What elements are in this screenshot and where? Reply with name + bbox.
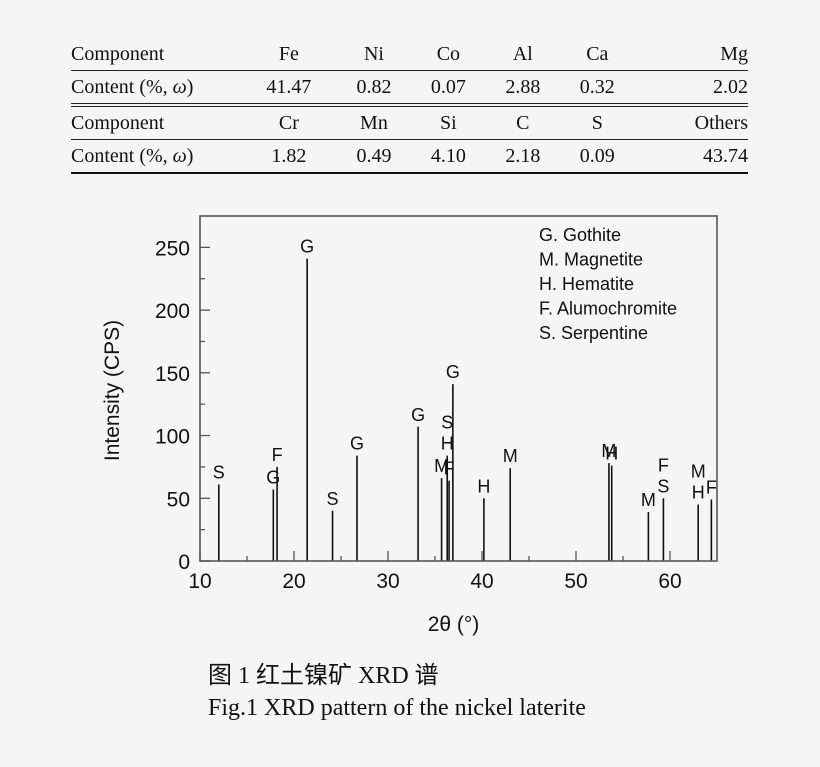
caption-en: Fig.1 XRD pattern of the nickel laterite	[208, 695, 586, 721]
y-tick-label: 0	[178, 551, 190, 574]
table-cell: 2.88	[485, 70, 561, 107]
table-cell: 4.10	[411, 139, 486, 174]
table-cell: Mg	[634, 38, 748, 71]
x-tick-label: 60	[658, 570, 681, 593]
peak-label: M	[434, 456, 449, 476]
peak-label: H	[605, 444, 618, 464]
y-tick-label: 200	[155, 300, 190, 323]
table-cell: 0.09	[560, 139, 635, 174]
peak-label: F	[658, 455, 669, 475]
table-cell: Ni	[336, 38, 412, 71]
x-tick-label: 20	[282, 570, 305, 593]
table-row: Component Fe Ni Co Al Ca Mg	[71, 38, 748, 71]
table-cell: Mn	[336, 105, 412, 140]
peak-label: S	[657, 476, 669, 496]
table-cell: Others	[634, 105, 748, 140]
figure-caption: 图 1 红土镍矿 XRD 谱 Fig.1 XRD pattern of the …	[208, 660, 586, 724]
y-tick-label: 50	[167, 488, 190, 511]
row-label: Component	[71, 38, 241, 71]
table-cell: C	[485, 105, 561, 140]
peak-label: G	[266, 467, 280, 487]
table-row: Component Cr Mn Si C S Others	[71, 105, 748, 140]
peak-label: M	[601, 441, 616, 461]
plot-frame	[199, 215, 718, 562]
table-cell: S	[560, 105, 635, 140]
peak-label: F	[706, 478, 717, 498]
peak-label: M	[641, 490, 656, 510]
x-tick-label: 10	[188, 570, 211, 593]
legend-item: S. Serpentine	[539, 323, 648, 343]
table-cell: Cr	[241, 105, 337, 140]
table-cell: Co	[411, 38, 486, 71]
table-cell: 43.74	[634, 139, 748, 174]
peak-label: M	[691, 462, 706, 482]
table-cell: 1.82	[241, 139, 337, 174]
table-cell: 2.18	[485, 139, 561, 174]
table-cell: 0.82	[336, 70, 412, 107]
x-tick-label: 50	[564, 570, 587, 593]
y-tick-label: 150	[155, 363, 190, 386]
table-cell: Al	[485, 38, 561, 71]
peak-label: G	[300, 237, 314, 257]
x-tick-label: 30	[376, 570, 399, 593]
x-axis-label: 2θ (°)	[428, 613, 480, 636]
table-cell: Si	[411, 105, 486, 140]
legend-item: F. Alumochromite	[539, 299, 677, 319]
legend-item: H. Hematite	[539, 274, 634, 294]
peak-label: G	[411, 405, 425, 425]
peak-label: S	[441, 413, 453, 433]
peak-label: G	[350, 434, 364, 454]
row-label: Component	[71, 105, 241, 140]
peak-label: F	[272, 445, 283, 465]
axes: 10 20 30 40 50 60 0 50 100 150 200 250 2θ (°) Intensi…	[101, 215, 718, 636]
table-row: Content (%, ω) 41.47 0.82 0.07 2.88 0.32…	[71, 70, 748, 107]
row-label: Content (%, ω)	[71, 70, 241, 107]
peak-label: S	[327, 489, 339, 509]
composition-table: Component Fe Ni Co Al Ca Mg Content (%, …	[71, 38, 748, 174]
table-cell: 41.47	[241, 70, 337, 107]
x-tick-label: 40	[470, 570, 493, 593]
peak-label: H	[441, 434, 454, 454]
table-cell: 0.32	[560, 70, 635, 107]
table-cell: 0.49	[336, 139, 412, 174]
table-row: Content (%, ω) 1.82 0.49 4.10 2.18 0.09 …	[71, 139, 748, 174]
legend-item: G. Gothite	[539, 225, 621, 245]
table-cell: Fe	[241, 38, 337, 71]
legend: G. Gothite M. Magnetite H. Hematite F. Alum…	[539, 225, 677, 343]
table-cell: 2.02	[634, 70, 748, 107]
y-tick-label: 100	[155, 426, 190, 449]
caption-cn: 图 1 红土镍矿 XRD 谱	[208, 663, 439, 689]
table-cell: 0.07	[411, 70, 486, 107]
row-label: Content (%, ω)	[71, 139, 241, 174]
peak-label: H	[477, 476, 490, 496]
peak-label: F	[444, 459, 455, 479]
peak-label: G	[446, 362, 460, 382]
y-axis-label: Intensity (CPS)	[101, 320, 124, 461]
legend-item: M. Magnetite	[539, 250, 643, 270]
table-cell: Ca	[560, 38, 635, 71]
peak-label: H	[692, 483, 705, 503]
peak-label: M	[503, 446, 518, 466]
y-tick-label: 250	[155, 237, 190, 260]
peak-label: S	[213, 462, 225, 482]
